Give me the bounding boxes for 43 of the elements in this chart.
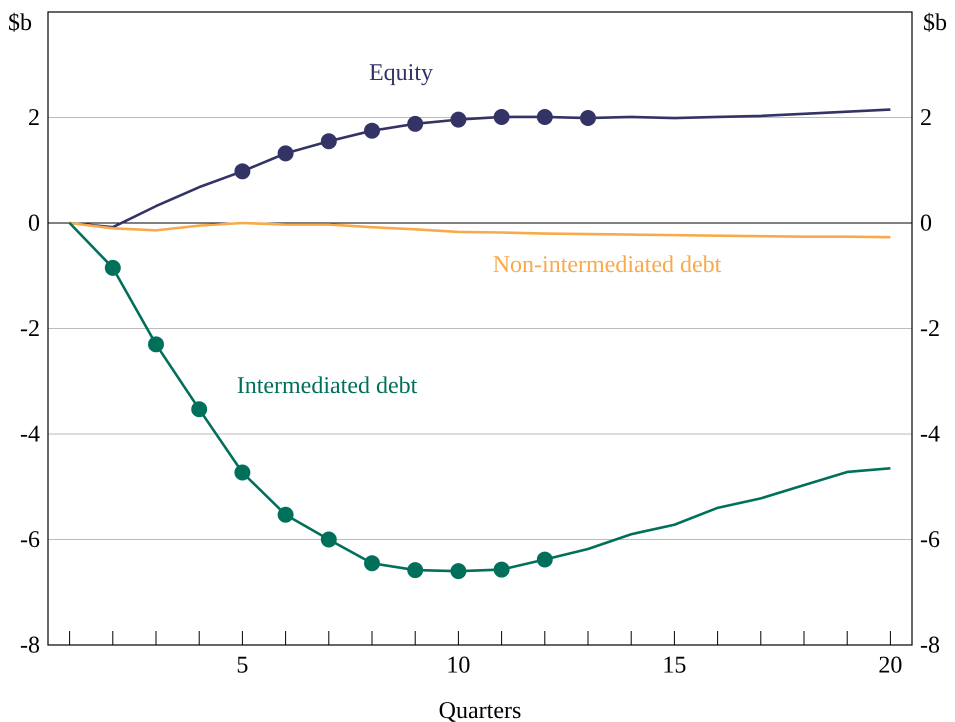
x-axis-title: Quarters — [438, 698, 522, 722]
point — [191, 401, 208, 418]
y-tick-label: -8 — [20, 632, 40, 659]
line-series — [68, 222, 892, 239]
point — [364, 555, 380, 572]
y2-axis-title: $b — [923, 10, 947, 36]
y-tick-label: -4 — [20, 422, 40, 448]
y2-tick-label: -8 — [920, 632, 940, 659]
y-tick-label: -6 — [20, 527, 40, 554]
y2-tick-label: -6 — [920, 527, 940, 554]
point — [536, 109, 553, 125]
point — [364, 122, 380, 139]
point — [278, 145, 294, 162]
y2-tick-label: 0 — [920, 210, 932, 237]
point — [234, 163, 250, 180]
y-axis-title: $b — [8, 10, 32, 36]
point — [450, 563, 466, 580]
series-label: Non-intermediated debt — [492, 252, 722, 278]
x-tick-label: 15 — [662, 652, 686, 679]
point — [104, 260, 121, 276]
point — [234, 464, 250, 480]
point — [536, 552, 553, 568]
series-label: Equity — [369, 60, 433, 86]
y2-tick-label: -2 — [920, 316, 940, 342]
y-tick-label: 2 — [28, 105, 40, 132]
point — [278, 506, 294, 523]
y2-tick-label: 2 — [920, 105, 932, 132]
point — [320, 532, 337, 548]
y2-tick-label: -4 — [920, 422, 940, 448]
point — [494, 109, 510, 125]
point — [580, 110, 596, 126]
x-tick-label: 20 — [878, 652, 902, 679]
point — [450, 112, 466, 128]
y-tick-label: -2 — [20, 316, 40, 342]
point — [407, 116, 424, 132]
x-tick-label: 5 — [236, 652, 248, 679]
x-tick-label: 10 — [446, 652, 470, 679]
y-tick-label: 0 — [28, 210, 40, 237]
point — [320, 133, 337, 150]
point — [407, 562, 424, 578]
series-label: Intermediated debt — [236, 373, 418, 399]
point — [148, 336, 164, 352]
point — [494, 562, 510, 578]
